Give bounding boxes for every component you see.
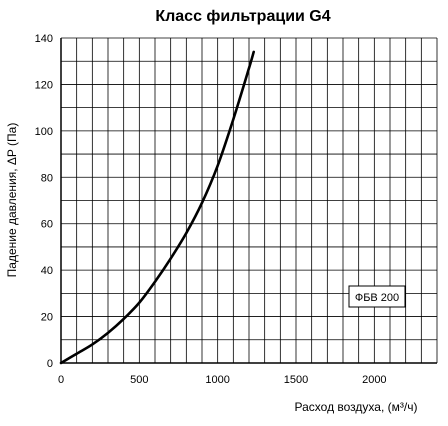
y-tick-label: 40 <box>41 265 53 277</box>
y-axis-label: Падение давления, ΔP (Па) <box>5 123 19 278</box>
chart-title: Класс фильтрации G4 <box>155 8 330 25</box>
grid <box>60 37 438 364</box>
x-tick-label: 1000 <box>205 374 229 386</box>
y-tick-label: 80 <box>41 172 53 184</box>
y-tick-label: 20 <box>41 312 53 324</box>
plot-area <box>59 50 255 365</box>
y-tick-label: 140 <box>35 33 53 45</box>
series-line <box>59 50 255 365</box>
y-tick-label: 120 <box>35 79 53 91</box>
x-axis-label: Расход воздуха, (м³/ч) <box>295 400 418 414</box>
y-tick-label: 0 <box>47 358 53 370</box>
x-tick-label: 2000 <box>362 374 386 386</box>
axes: 0 500 1000 1500 2000 0 20 40 60 80 100 120 140 <box>35 33 437 386</box>
x-tick-label: 1500 <box>284 374 308 386</box>
x-tick-label: 500 <box>130 374 148 386</box>
legend: ФБВ 200 <box>348 285 406 308</box>
y-tick-label: 100 <box>35 126 53 138</box>
legend-entry-label: ФБВ 200 <box>355 292 399 304</box>
x-tick-label: 0 <box>58 374 64 386</box>
legend-box <box>348 285 406 308</box>
y-tick-label: 60 <box>41 219 53 231</box>
